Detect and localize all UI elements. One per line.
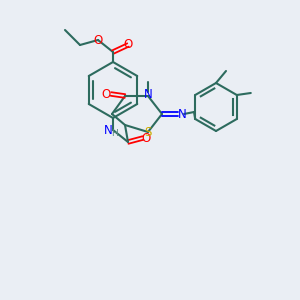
Text: O: O	[93, 34, 103, 46]
Text: N: N	[144, 88, 152, 100]
Text: N: N	[178, 107, 186, 121]
Text: O: O	[141, 131, 151, 145]
Text: S: S	[144, 125, 152, 139]
Text: N: N	[103, 124, 112, 136]
Text: H: H	[111, 128, 117, 137]
Text: O: O	[123, 38, 133, 52]
Text: O: O	[101, 88, 111, 100]
